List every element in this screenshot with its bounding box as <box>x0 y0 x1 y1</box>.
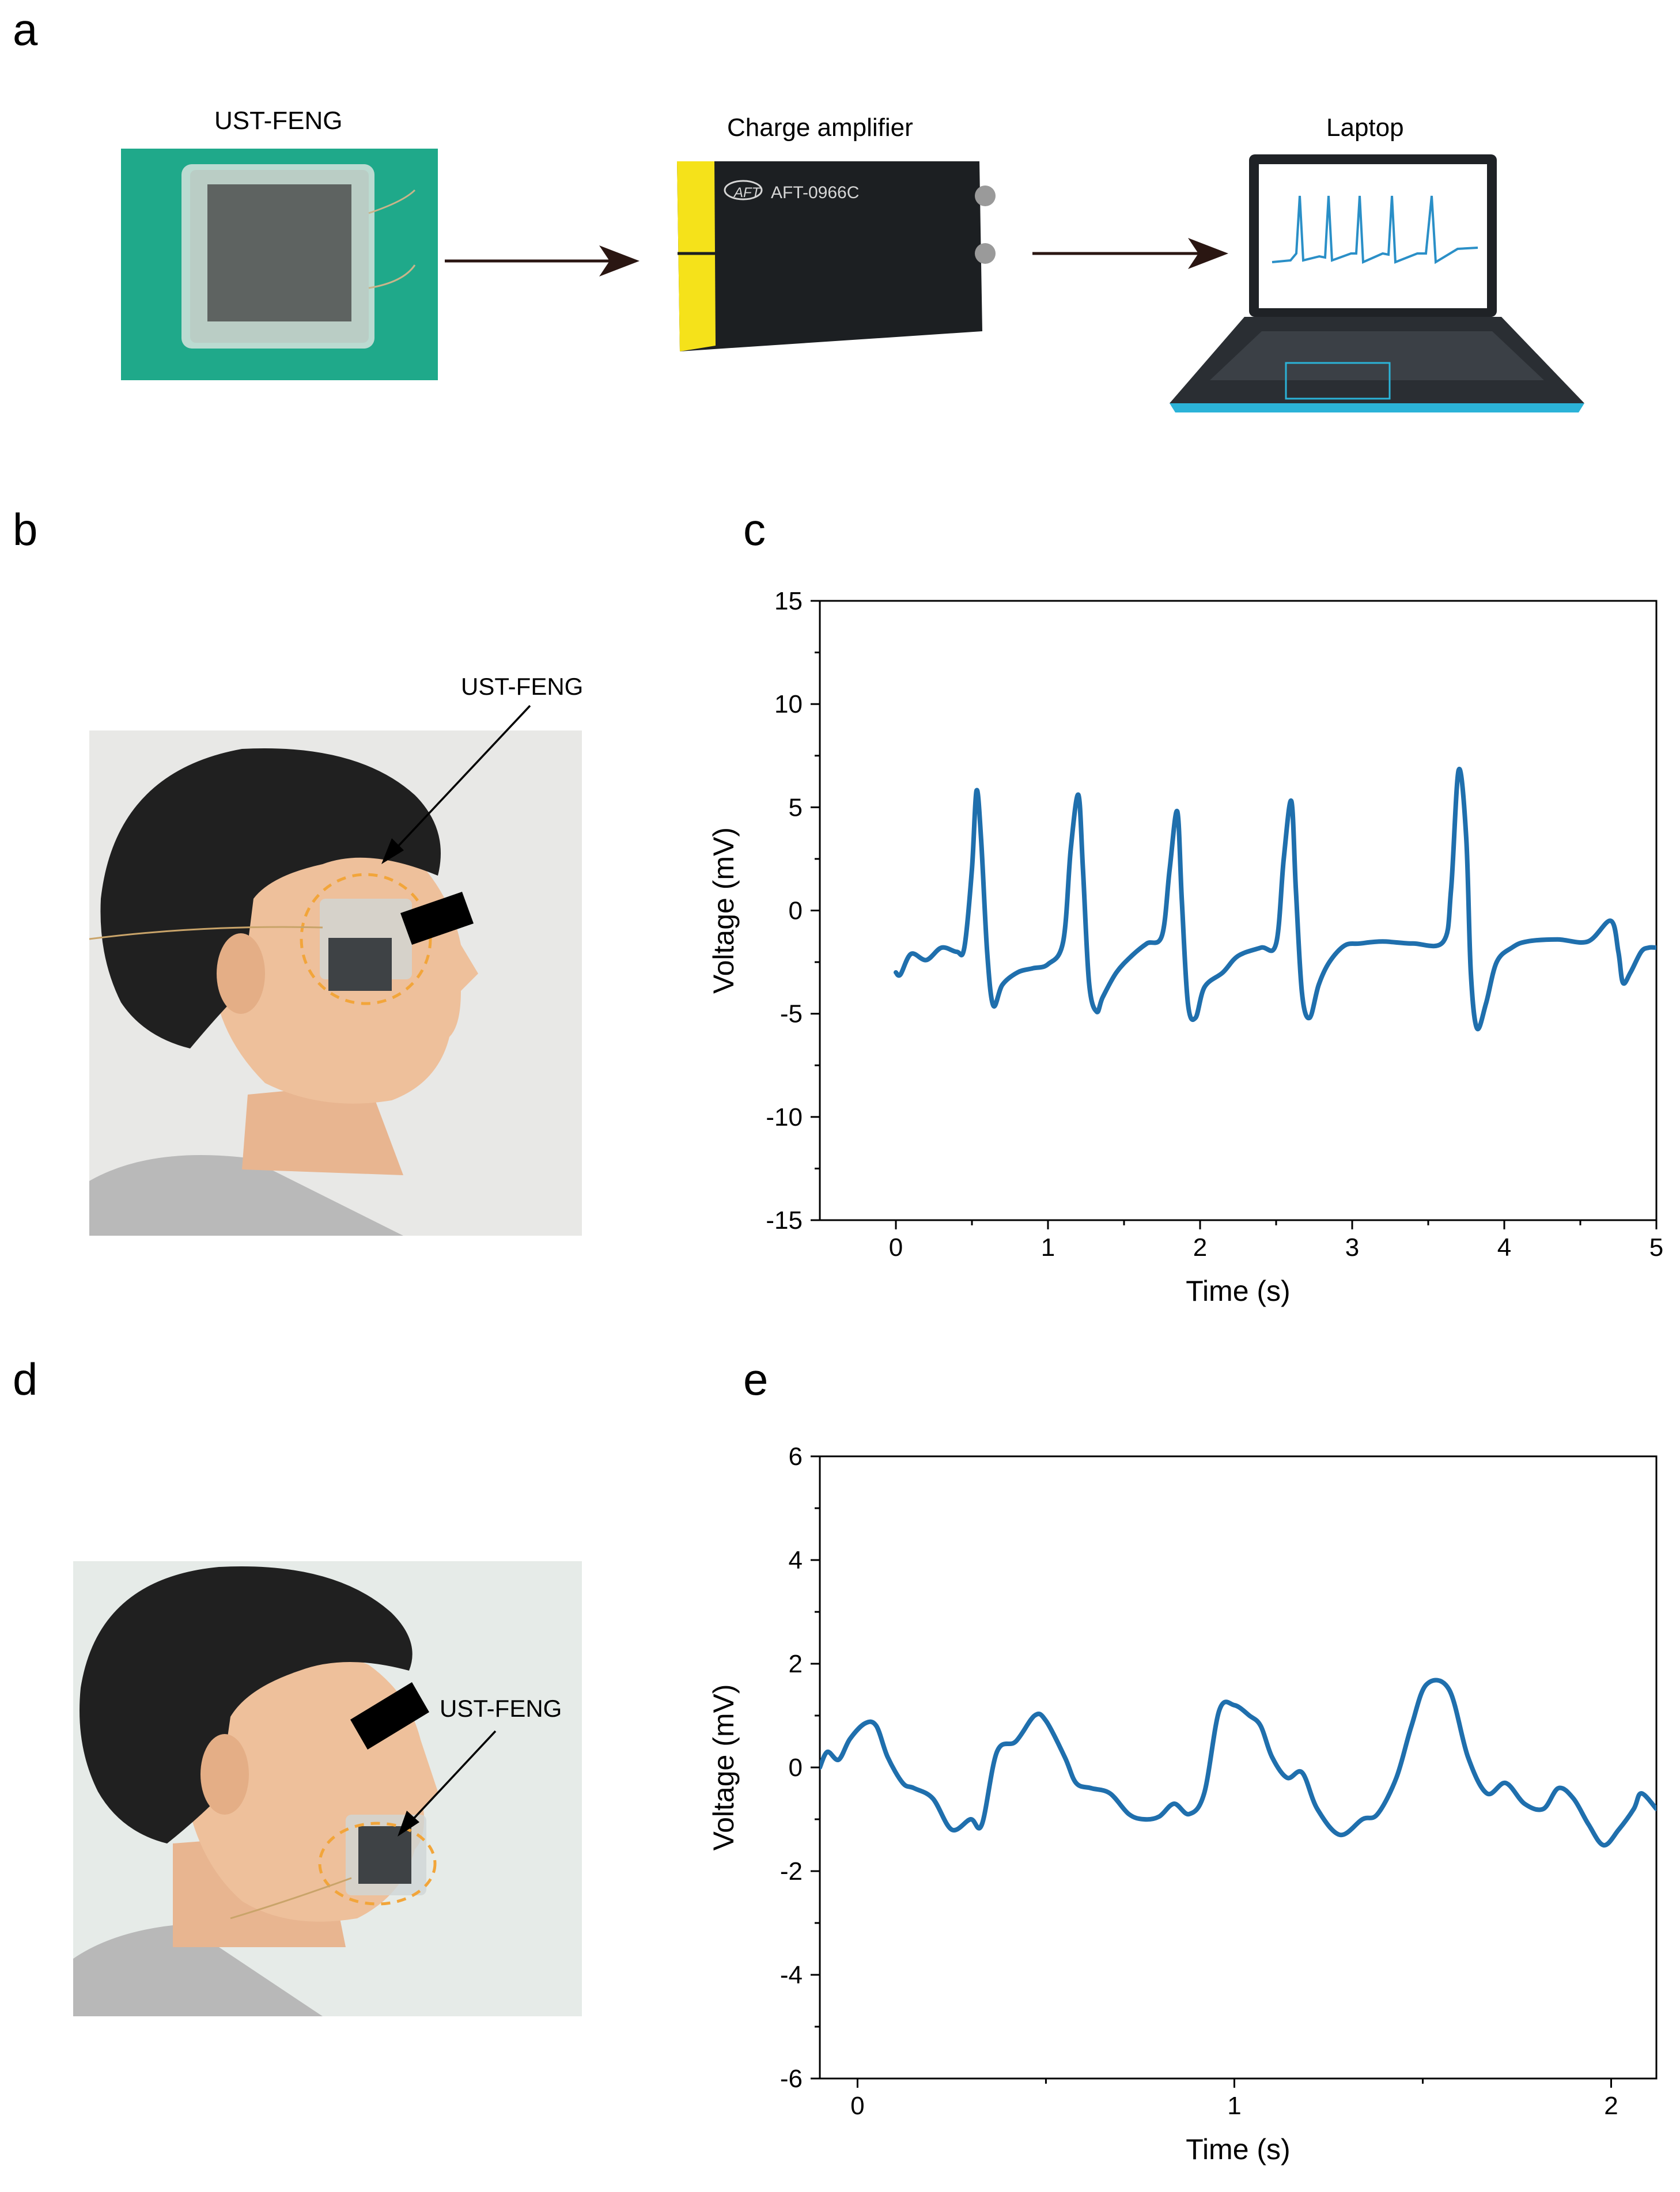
charge-amplifier-photo: AFT AFT-0966C <box>677 161 996 351</box>
y-tick-label: -4 <box>780 1961 803 1989</box>
y-tick-label: 0 <box>789 1754 803 1782</box>
x-tick-label: 2 <box>1604 2092 1618 2120</box>
arrow-amplifier-to-laptop <box>1032 238 1228 269</box>
y-tick-label: -5 <box>780 1000 803 1028</box>
y-tick-label: 0 <box>789 897 803 925</box>
y-tick-label: 2 <box>789 1650 803 1678</box>
panel-letter-d: d <box>13 1354 38 1404</box>
x-tick-label: 1 <box>1227 2092 1241 2120</box>
plot-frame <box>819 1455 1658 2080</box>
panel-letter-a: a <box>13 4 38 55</box>
y-tick-label: -10 <box>766 1103 803 1131</box>
panel-letter-c: c <box>743 504 766 555</box>
laptop-photo <box>1170 154 1584 412</box>
y-axis-title: Voltage (mV) <box>707 1684 740 1850</box>
laptop-caption: Laptop <box>1326 113 1404 142</box>
x-tick-label: 5 <box>1649 1233 1663 1262</box>
amplifier-caption: Charge amplifier <box>727 113 913 142</box>
x-axis-title: Time (s) <box>1186 2133 1290 2166</box>
series-line <box>894 766 1656 1032</box>
y-tick-label: -15 <box>766 1206 803 1235</box>
panel-d-callout-label: UST-FENG <box>440 1695 562 1722</box>
y-tick-label: 10 <box>774 690 803 718</box>
arrow-device-to-amplifier <box>445 245 640 277</box>
y-axis-title: Voltage (mV) <box>707 827 740 994</box>
y-tick-label: 4 <box>789 1546 803 1574</box>
x-axis-title: Time (s) <box>1186 1275 1290 1307</box>
x-tick-label: 4 <box>1497 1233 1511 1262</box>
x-tick-label: 1 <box>1041 1233 1055 1262</box>
panel-b-callout-label: UST-FENG <box>461 673 583 700</box>
y-tick-label: 15 <box>774 587 803 615</box>
series-line <box>820 1678 1656 1848</box>
panel-letter-e: e <box>743 1354 769 1404</box>
y-tick-label: 5 <box>789 793 803 821</box>
amplifier-logo: AFT <box>733 185 762 200</box>
device-caption: UST-FENG <box>214 107 343 135</box>
y-tick-label: 6 <box>789 1443 803 1471</box>
x-tick-label: 3 <box>1345 1233 1359 1262</box>
panel-letter-b: b <box>13 504 38 555</box>
x-tick-label: 2 <box>1193 1233 1207 1262</box>
x-tick-label: 0 <box>850 2092 864 2120</box>
y-tick-label: -2 <box>780 1857 803 1886</box>
x-tick-label: 0 <box>889 1233 903 1262</box>
y-tick-label: -6 <box>780 2065 803 2093</box>
ust-feng-photo <box>121 149 438 380</box>
amplifier-model: AFT-0966C <box>771 183 859 202</box>
